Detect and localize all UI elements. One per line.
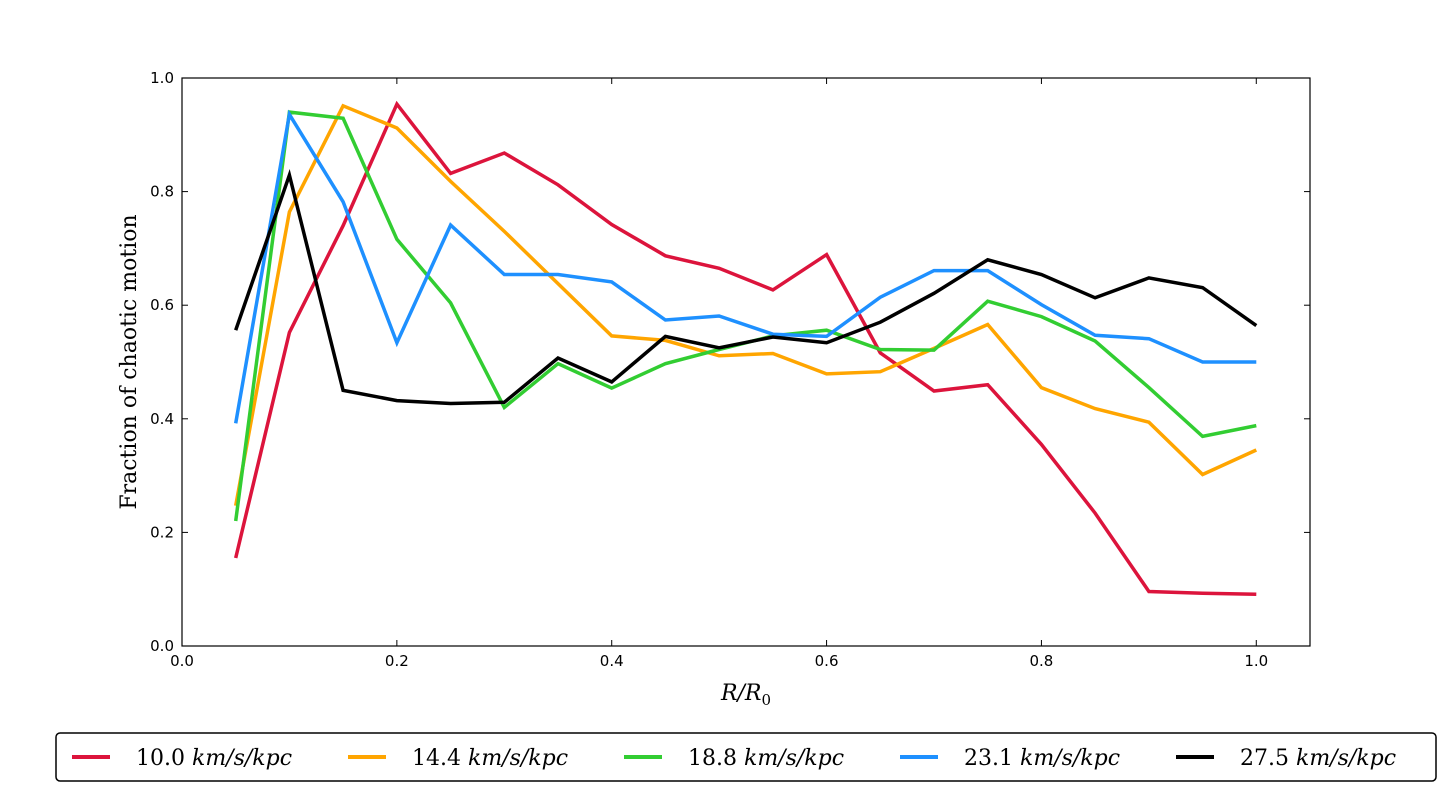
x-tick-label: 1.0: [1244, 652, 1268, 670]
legend-label-1: 10.0 km/s/kpc: [136, 746, 292, 771]
series-line-3: [233, 110, 1257, 522]
x-tick-label: 0.6: [815, 652, 839, 670]
x-tick-label: 0.4: [600, 652, 624, 670]
series-line-4: [233, 109, 1257, 424]
legend: 10.0 km/s/kpc 14.4 km/s/kpc 18.8 km/s/kpc 2…: [55, 732, 1437, 782]
y-tick-label: 0.0: [150, 637, 174, 655]
y-tick-label: 0.6: [150, 296, 174, 314]
legend-label-2: 14.4 km/s/kpc: [412, 746, 568, 771]
legend-label-4: 23.1 km/s/kpc: [964, 746, 1120, 771]
y-tick-label: 0.2: [150, 523, 174, 541]
series-line-5: [234, 168, 1258, 406]
x-tick-label: 0.2: [385, 652, 409, 670]
series-line-2: [233, 103, 1258, 507]
legend-label-5: 27.5 km/s/kpc: [1240, 746, 1396, 771]
legend-box: [55, 732, 1437, 782]
x-tick-label: 0.0: [170, 652, 194, 670]
y-axis-title: Fraction of chaotic motion: [117, 214, 142, 509]
axes: 0.0 0.2 0.4 0.6 0.8 1.0 0.0 0.2 0.4 0.6 0.8 1.0 R/R0…: [117, 69, 1311, 709]
plot-area: [233, 100, 1258, 597]
y-tick-label: 1.0: [150, 69, 174, 87]
series-line-1: [233, 100, 1257, 597]
y-tick-label: 0.8: [150, 183, 174, 201]
y-tick-label: 0.4: [150, 410, 174, 428]
legend-label-3: 18.8 km/s/kpc: [688, 746, 844, 771]
x-tick-label: 0.8: [1029, 652, 1053, 670]
plot-frame: [181, 77, 1311, 647]
x-axis-title: R/R0: [720, 681, 771, 709]
